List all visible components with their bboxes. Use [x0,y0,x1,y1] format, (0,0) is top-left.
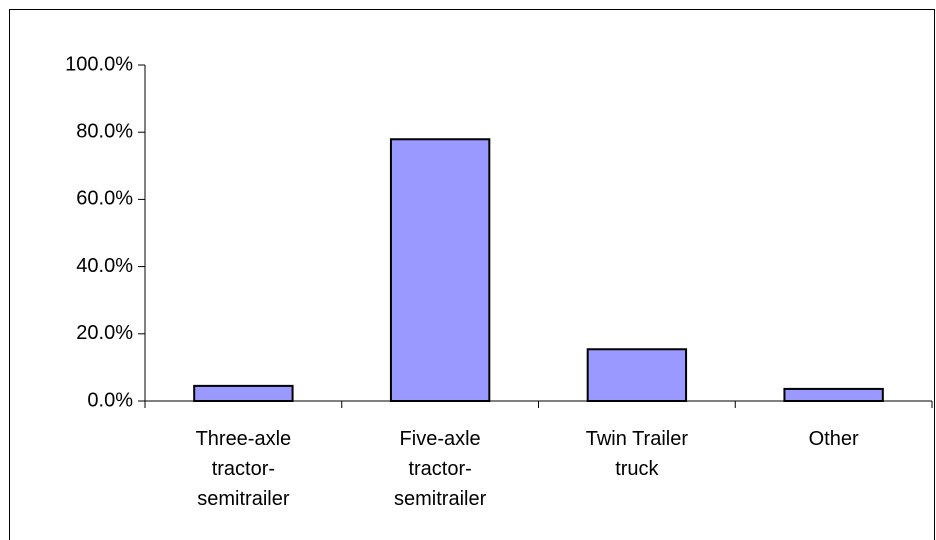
bar [783,387,884,402]
y-tick-label: 40.0% [76,255,133,277]
bar [586,348,688,403]
y-tick-label: 60.0% [76,188,133,210]
y-tick-label: 20.0% [76,322,133,344]
x-tick-label: Three-axle tractor-semitrailer [195,428,292,510]
y-tick-label: 100.0% [65,53,133,75]
y-tick-label: 0.0% [87,389,133,411]
bar [193,384,294,403]
x-tick-label: Twin Trailer truck [585,428,688,480]
x-tick-label: Five-axle tractor-semitrailer [394,428,487,510]
bar [389,138,491,402]
y-tick-label: 80.0% [76,120,133,142]
x-tick-label: Other [808,428,859,450]
